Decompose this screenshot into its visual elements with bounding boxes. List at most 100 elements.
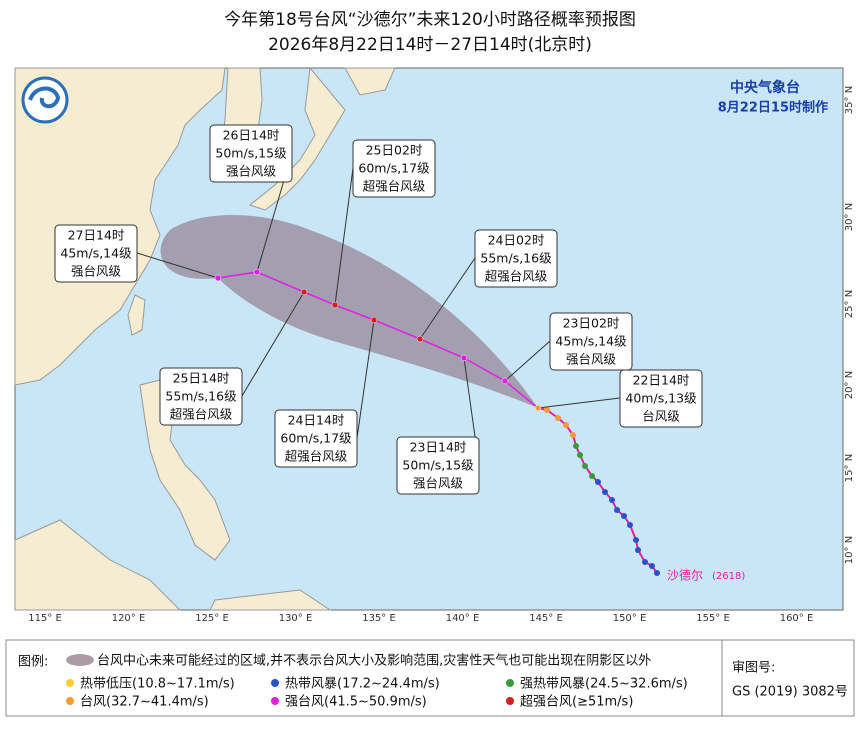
past-point xyxy=(602,489,608,495)
lat-label: 20° N xyxy=(844,371,855,399)
past-point xyxy=(570,432,576,438)
leader-line xyxy=(537,397,621,409)
callout-wind: 40m/s,13级 xyxy=(625,391,697,406)
overlay: 115° E 120° E 125° E 130° E 135° E 140° E 145°… xyxy=(28,86,855,624)
forecast-point xyxy=(253,268,261,276)
lat-label: 30° N xyxy=(844,203,855,231)
callout-box xyxy=(159,367,243,426)
callout-time: 24日02时 xyxy=(488,233,545,248)
legend-frame xyxy=(5,639,855,717)
past-point xyxy=(577,452,583,458)
storm-code: (2618) xyxy=(712,571,745,582)
callout-box xyxy=(352,139,436,198)
past-point xyxy=(563,422,569,428)
lon-label: 120° E xyxy=(112,613,146,624)
callout-grade: 超强台风级 xyxy=(285,449,348,464)
forecast-point xyxy=(416,335,424,343)
forecast-point xyxy=(534,404,542,412)
callout-box xyxy=(474,229,558,288)
past-point xyxy=(555,415,561,421)
lat-label: 25° N xyxy=(844,290,855,318)
subtitle: 2026年8月22日14时－27日14时(北京时) xyxy=(268,35,592,55)
agency: 中央气象台 xyxy=(730,79,800,96)
leader-line xyxy=(356,319,375,439)
logo xyxy=(21,76,69,124)
lon-label: 145° E xyxy=(529,613,563,624)
callout-wind: 50m/s,15级 xyxy=(215,146,287,161)
callout-grade: 强台风级 xyxy=(413,476,464,491)
leader-line xyxy=(504,340,551,382)
past-point xyxy=(635,547,641,553)
callout-wind: 55m/s,16级 xyxy=(165,389,237,404)
past-point xyxy=(573,443,579,449)
legend-dot xyxy=(66,679,74,687)
legend-dot xyxy=(506,697,514,705)
callout-wind: 55m/s,16级 xyxy=(480,251,552,266)
legend-dot xyxy=(271,679,279,687)
cone-icon xyxy=(66,654,94,666)
lon-label: 160° E xyxy=(780,613,814,624)
made-time: 8月22日15时制作 xyxy=(718,100,828,116)
past-point xyxy=(627,522,633,528)
lon-label: 135° E xyxy=(362,613,396,624)
callout-grade: 超强台风级 xyxy=(485,269,548,284)
callout-time: 22日14时 xyxy=(633,373,690,388)
lat-label: 15° N xyxy=(844,454,855,482)
callout-wind: 60m/s,17级 xyxy=(358,161,430,176)
callout-box xyxy=(209,124,293,183)
past-point xyxy=(582,463,588,469)
cone-text: 台风中心未来可能经过的区域,并不表示台风大小及影响范围,灾害性天气也可能出现在阴… xyxy=(97,653,651,669)
callout-grade: 强台风级 xyxy=(71,264,122,279)
storm-name: 沙德尔 xyxy=(667,568,703,583)
callout-grade: 强台风级 xyxy=(566,352,617,367)
past-point xyxy=(614,507,620,513)
title: 今年第18号台风“沙德尔”未来120小时路径概率预报图 xyxy=(224,10,636,30)
forecast-point xyxy=(214,274,222,282)
lon-label: 115° E xyxy=(28,613,62,624)
lat-label: 35° N xyxy=(844,86,855,114)
callout-grade: 超强台风级 xyxy=(170,407,233,422)
past-point xyxy=(649,563,655,569)
legend-item: 热带低压(10.8~17.1m/s) xyxy=(80,677,235,692)
legend-item: 热带风暴(17.2~24.4m/s) xyxy=(285,677,440,692)
callout-grade: 强台风级 xyxy=(226,164,277,179)
past-point xyxy=(654,570,660,576)
legend-item: 强热带风暴(24.5~32.6m/s) xyxy=(520,677,688,692)
approval-label: 审图号: xyxy=(732,661,775,676)
taiwan xyxy=(127,294,146,336)
callout-box xyxy=(549,312,633,371)
legend-label: 图例: xyxy=(18,655,48,670)
callout-grade: 超强台风级 xyxy=(363,179,426,194)
lon-label: 140° E xyxy=(446,613,480,624)
past-point xyxy=(595,479,601,485)
leader-line xyxy=(136,252,219,279)
callout-time: 23日14时 xyxy=(410,440,467,455)
past-point xyxy=(609,497,615,503)
callout-time: 25日02时 xyxy=(366,143,423,158)
approval-number: GS (2019) 3082号 xyxy=(732,685,848,700)
callout-wind: 50m/s,15级 xyxy=(402,458,474,473)
forecast-point xyxy=(300,288,308,296)
past-point xyxy=(642,559,648,565)
legend-item: 超强台风(≥51m/s) xyxy=(520,695,633,710)
past-point xyxy=(621,513,627,519)
callout-time: 23日02时 xyxy=(563,316,620,331)
callout-time: 24日14时 xyxy=(288,413,345,428)
callout-wind: 45m/s,14级 xyxy=(555,334,627,349)
callout-box xyxy=(396,436,480,495)
past-point xyxy=(544,407,550,413)
callout-wind: 60m/s,17级 xyxy=(280,431,352,446)
callout-box xyxy=(54,224,138,283)
leader-line xyxy=(419,257,476,340)
lon-label: 155° E xyxy=(696,613,730,624)
borneo xyxy=(14,519,182,611)
leader-line xyxy=(334,167,354,306)
lon-label: 150° E xyxy=(613,613,647,624)
logo-swirl xyxy=(28,86,61,109)
leader-line xyxy=(241,291,305,397)
callout-grade: 台风级 xyxy=(642,409,680,424)
legend-dot xyxy=(66,697,74,705)
lon-label: 125° E xyxy=(195,613,229,624)
past-point xyxy=(589,473,595,479)
